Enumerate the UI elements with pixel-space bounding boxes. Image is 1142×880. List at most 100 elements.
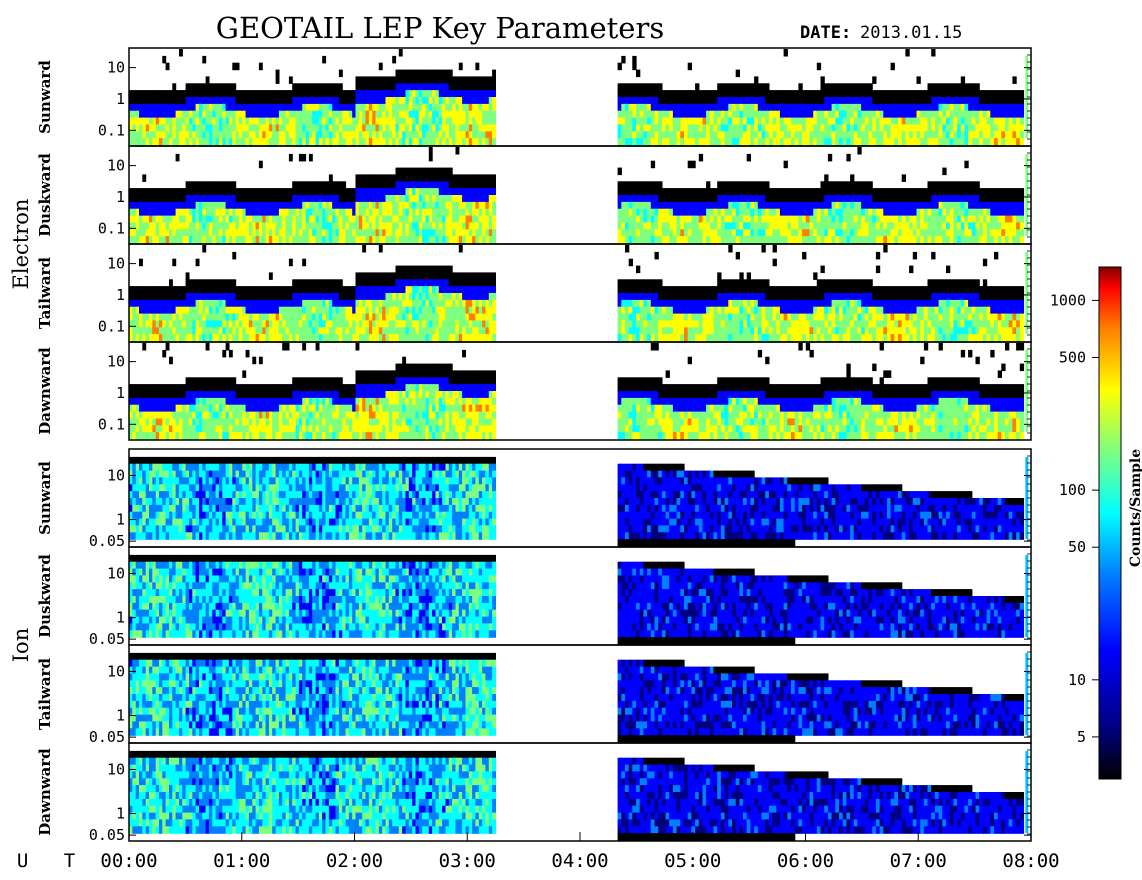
- spectrogram-cell: [864, 236, 870, 244]
- spectrogram-cell: [698, 195, 704, 203]
- spectrogram-cell: [415, 306, 420, 315]
- spectrogram-cell: [628, 117, 633, 126]
- spectrogram-cell: [661, 131, 667, 139]
- spectrogram-cell: [352, 327, 357, 335]
- spectrogram-cell: [145, 131, 150, 139]
- spectrogram-cell: [857, 188, 862, 196]
- spectrogram-cell: [442, 195, 446, 203]
- spectrogram-cell: [402, 83, 407, 91]
- spectrogram-cell: [388, 229, 393, 237]
- spectrogram-cell: [1012, 124, 1017, 132]
- spectrogram-cell: [442, 299, 446, 308]
- spectrogram-cell: [302, 222, 307, 230]
- spectrogram-cell: [923, 236, 929, 244]
- spectrogram-cell: [235, 313, 240, 322]
- spectrogram-cell: [165, 293, 170, 301]
- spectrogram-cell: [222, 327, 227, 335]
- spectrogram-cell: [302, 334, 307, 342]
- spectrogram-cell: [285, 229, 290, 237]
- spectrogram-cell: [990, 208, 995, 217]
- spectrogram-cell: [295, 306, 300, 315]
- spectrogram-cell: [212, 313, 217, 322]
- spectrogram-cell: [365, 83, 370, 91]
- spectrogram-cell: [202, 97, 207, 105]
- spectrogram-cell: [1001, 236, 1006, 244]
- spectrogram-cell: [472, 272, 476, 280]
- spectrogram-cell: [706, 222, 711, 230]
- spectrogram-cell: [698, 90, 704, 98]
- spectrogram-cell: [385, 174, 390, 182]
- spectrogram-cell: [732, 83, 737, 91]
- spectrogram-cell: [802, 117, 807, 126]
- spectrogram-cell: [392, 181, 397, 189]
- spectrogram-cell: [654, 208, 659, 217]
- spectrogram-cell: [794, 97, 799, 105]
- spectrogram-cell: [415, 236, 420, 244]
- spectrogram-cell: [222, 131, 227, 139]
- spectrogram-cell: [1012, 215, 1017, 224]
- spectrogram-cell: [292, 188, 297, 196]
- spectrogram-cell: [739, 229, 744, 237]
- spectrogram-cell: [408, 286, 413, 294]
- spectrogram-cell: [285, 188, 290, 196]
- spectrogram-cell: [636, 83, 641, 91]
- spectrogram-cell: [448, 195, 453, 203]
- spectrogram-cell: [850, 117, 855, 126]
- spectrogram-cell: [322, 306, 327, 315]
- spectrogram-cell: [418, 299, 423, 308]
- spectrogram-cell: [255, 293, 260, 301]
- spectrogram-cell: [195, 83, 200, 91]
- spectrogram-cell: [787, 117, 792, 126]
- spectrogram-cell: [315, 90, 320, 98]
- spectrogram-cell: [328, 124, 333, 132]
- spectrogram-cell: [288, 117, 293, 126]
- spectrogram-cell: [468, 236, 473, 244]
- spectrogram-cell: [395, 327, 400, 335]
- spectrogram-cell: [452, 103, 456, 112]
- spectrogram-cell: [445, 110, 450, 119]
- spectrogram-cell: [312, 138, 317, 146]
- spectrogram-cell: [452, 229, 456, 237]
- spectrogram-cell: [222, 313, 227, 322]
- spectrogram-cell: [732, 215, 737, 224]
- spectrogram-cell: [964, 90, 969, 98]
- spectrogram-cell: [342, 110, 347, 119]
- spectrogram-cell: [345, 327, 350, 335]
- spectrogram-cell: [647, 110, 652, 119]
- spectrogram-cell: [728, 131, 733, 139]
- spectrogram-cell: [162, 299, 167, 308]
- spectrogram-cell: [887, 110, 892, 119]
- spectrogram-cell: [358, 236, 363, 244]
- spectrogram-cell: [292, 138, 297, 146]
- spectrogram-cell: [754, 138, 759, 146]
- spectrogram-cell: [242, 138, 247, 146]
- spectrogram-cell: [909, 215, 914, 224]
- spectrogram-cell: [458, 245, 463, 253]
- spectrogram-cell: [132, 306, 137, 315]
- spectrogram-cell: [475, 222, 480, 230]
- spectrogram-cell: [458, 286, 463, 294]
- spectrogram-cell: [235, 90, 240, 98]
- spectrogram-cell: [308, 334, 313, 342]
- spectrogram-cell: [352, 299, 357, 308]
- spectrogram-cell: [385, 97, 390, 105]
- spectrogram-cell: [617, 195, 622, 203]
- spectrogram-cell: [953, 124, 958, 132]
- spectrogram-cell: [348, 90, 353, 98]
- spectrogram-cell: [997, 215, 1002, 224]
- spectrogram-cell: [938, 208, 943, 217]
- spectrogram-cell: [335, 201, 340, 210]
- spectrogram-cell: [684, 188, 689, 196]
- spectrogram-cell: [713, 195, 718, 203]
- spectrogram-cell: [378, 229, 383, 237]
- spectrogram-cell: [743, 215, 748, 224]
- spectrogram-cell: [308, 188, 313, 196]
- spectrogram-cell: [282, 110, 287, 119]
- spectrogram-cell: [458, 320, 463, 328]
- spectrogram-cell: [658, 229, 663, 237]
- spectrogram-cell: [478, 272, 483, 280]
- spectrogram-cell: [757, 236, 763, 244]
- spectrogram-cell: [717, 97, 722, 105]
- spectrogram-cell: [318, 110, 323, 119]
- spectrogram-cell: [142, 201, 147, 210]
